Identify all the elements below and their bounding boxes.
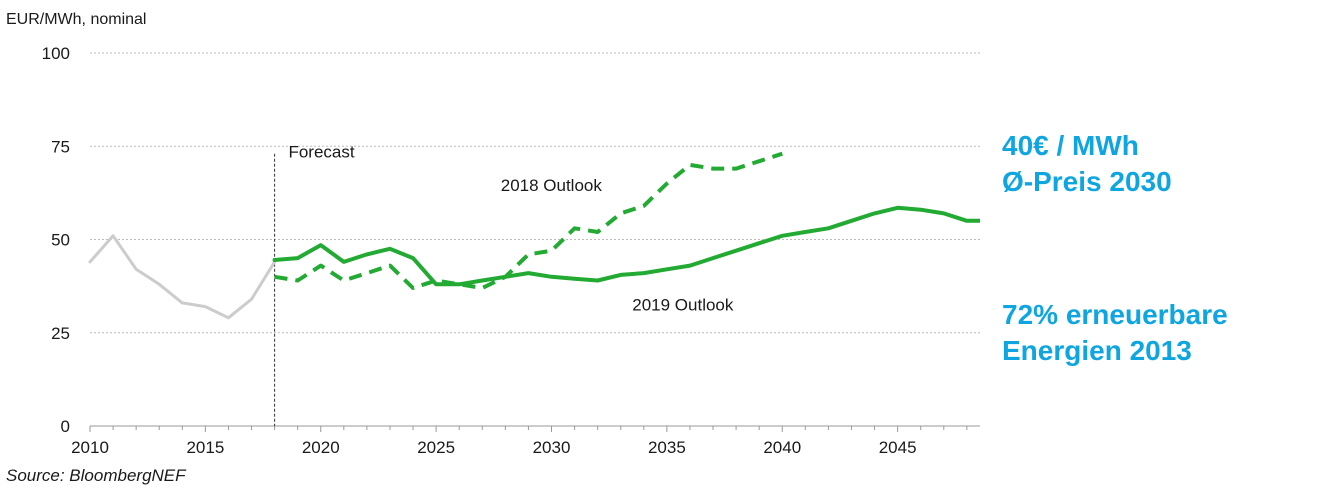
renewables-note-line-1: 72% erneuerbare — [1002, 299, 1228, 330]
x-tick-label-2010: 2010 — [71, 438, 109, 457]
annotation-forecast: Forecast — [288, 142, 354, 161]
series-line-outlook2018 — [274, 151, 783, 290]
price-chart: 0 25 50 75 100 2010 2015 2020 2025 2030 2035 2040 20… — [6, 11, 980, 457]
annotation-outlook2018: 2018 Outlook — [501, 176, 603, 195]
y-tick-label-25: 25 — [51, 324, 70, 343]
series-line-outlook2019 — [272, 205, 980, 287]
y-tick-label-100: 100 — [42, 44, 70, 63]
y-tick-label-50: 50 — [51, 231, 70, 250]
price-note: 40€ / MWh Ø-Preis 2030 — [1002, 128, 1172, 200]
price-note-line-2: Ø-Preis 2030 — [1002, 166, 1172, 197]
annotation-outlook2019: 2019 Outlook — [632, 295, 734, 314]
renewables-note-line-2: Energien 2013 — [1002, 335, 1192, 366]
x-tick-label-2030: 2030 — [533, 438, 571, 457]
x-tick-label-2035: 2035 — [648, 438, 686, 457]
y-axis-label: EUR/MWh, nominal — [6, 11, 146, 28]
x-tick-label-2020: 2020 — [302, 438, 340, 457]
renewables-note: 72% erneuerbare Energien 2013 — [1002, 297, 1228, 369]
x-tick-label-2040: 2040 — [763, 438, 801, 457]
y-tick-label-0: 0 — [61, 417, 70, 436]
price-note-line-1: 40€ / MWh — [1002, 130, 1139, 161]
x-tick-label-2025: 2025 — [417, 438, 455, 457]
x-tick-label-2015: 2015 — [186, 438, 224, 457]
series-line-historical — [88, 234, 277, 320]
chart-source: Source: BloombergNEF — [6, 466, 186, 485]
y-tick-label-75: 75 — [51, 137, 70, 156]
x-tick-label-2045: 2045 — [879, 438, 917, 457]
